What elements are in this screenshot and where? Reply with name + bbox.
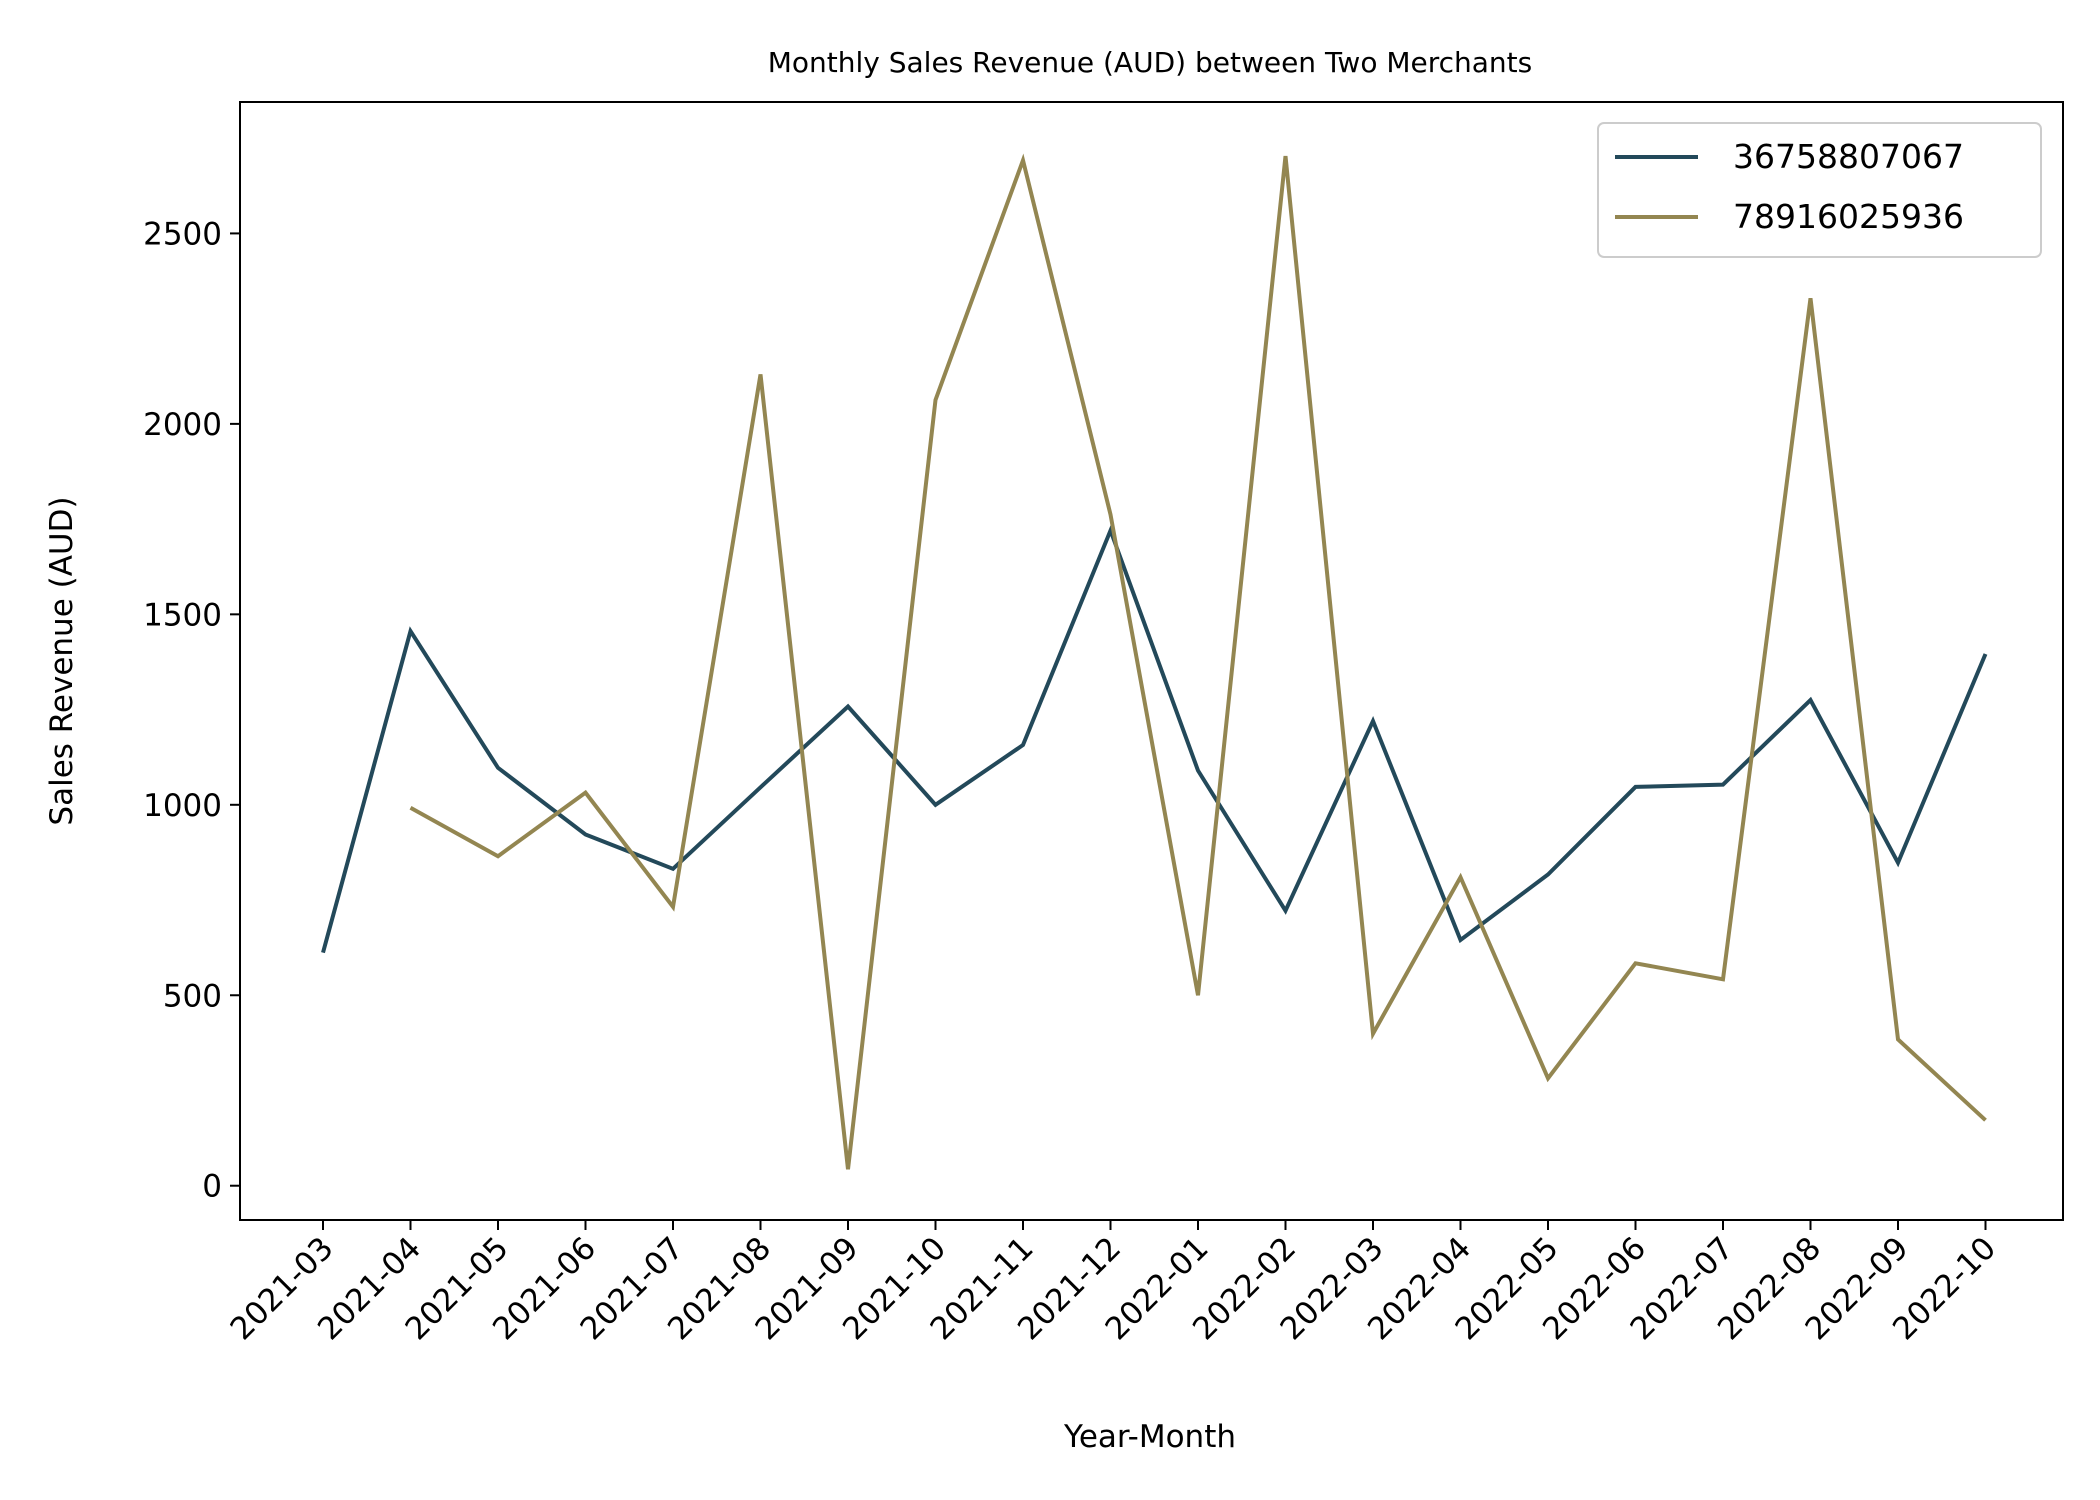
y-tick-label: 2500 <box>143 216 222 252</box>
y-axis: 0 500 1000 1500 2000 2500 <box>143 216 240 1205</box>
y-axis-label: Sales Revenue (AUD) <box>44 496 80 825</box>
legend-label: 78916025936 <box>1733 197 1964 236</box>
y-tick-label: 0 <box>202 1169 222 1205</box>
y-tick-label: 2000 <box>143 407 222 443</box>
series-lines <box>321 153 1988 1170</box>
series-line-78916025936 <box>409 153 1987 1170</box>
x-axis: 2021-032021-042021-052021-062021-072021-… <box>224 1220 2003 1347</box>
legend: 36758807067 78916025936 <box>1597 122 2042 258</box>
y-tick-label: 500 <box>163 978 222 1014</box>
legend-box <box>1597 122 2042 258</box>
y-tick-label: 1000 <box>143 788 222 824</box>
legend-label: 36758807067 <box>1733 137 1964 176</box>
series-line-36758807067 <box>321 524 1988 954</box>
x-axis-label: Year-Month <box>1063 1419 1236 1455</box>
plot-area <box>239 101 2064 1221</box>
chart-title: Monthly Sales Revenue (AUD) between Two … <box>768 46 1533 79</box>
y-tick-label: 1500 <box>143 597 222 633</box>
